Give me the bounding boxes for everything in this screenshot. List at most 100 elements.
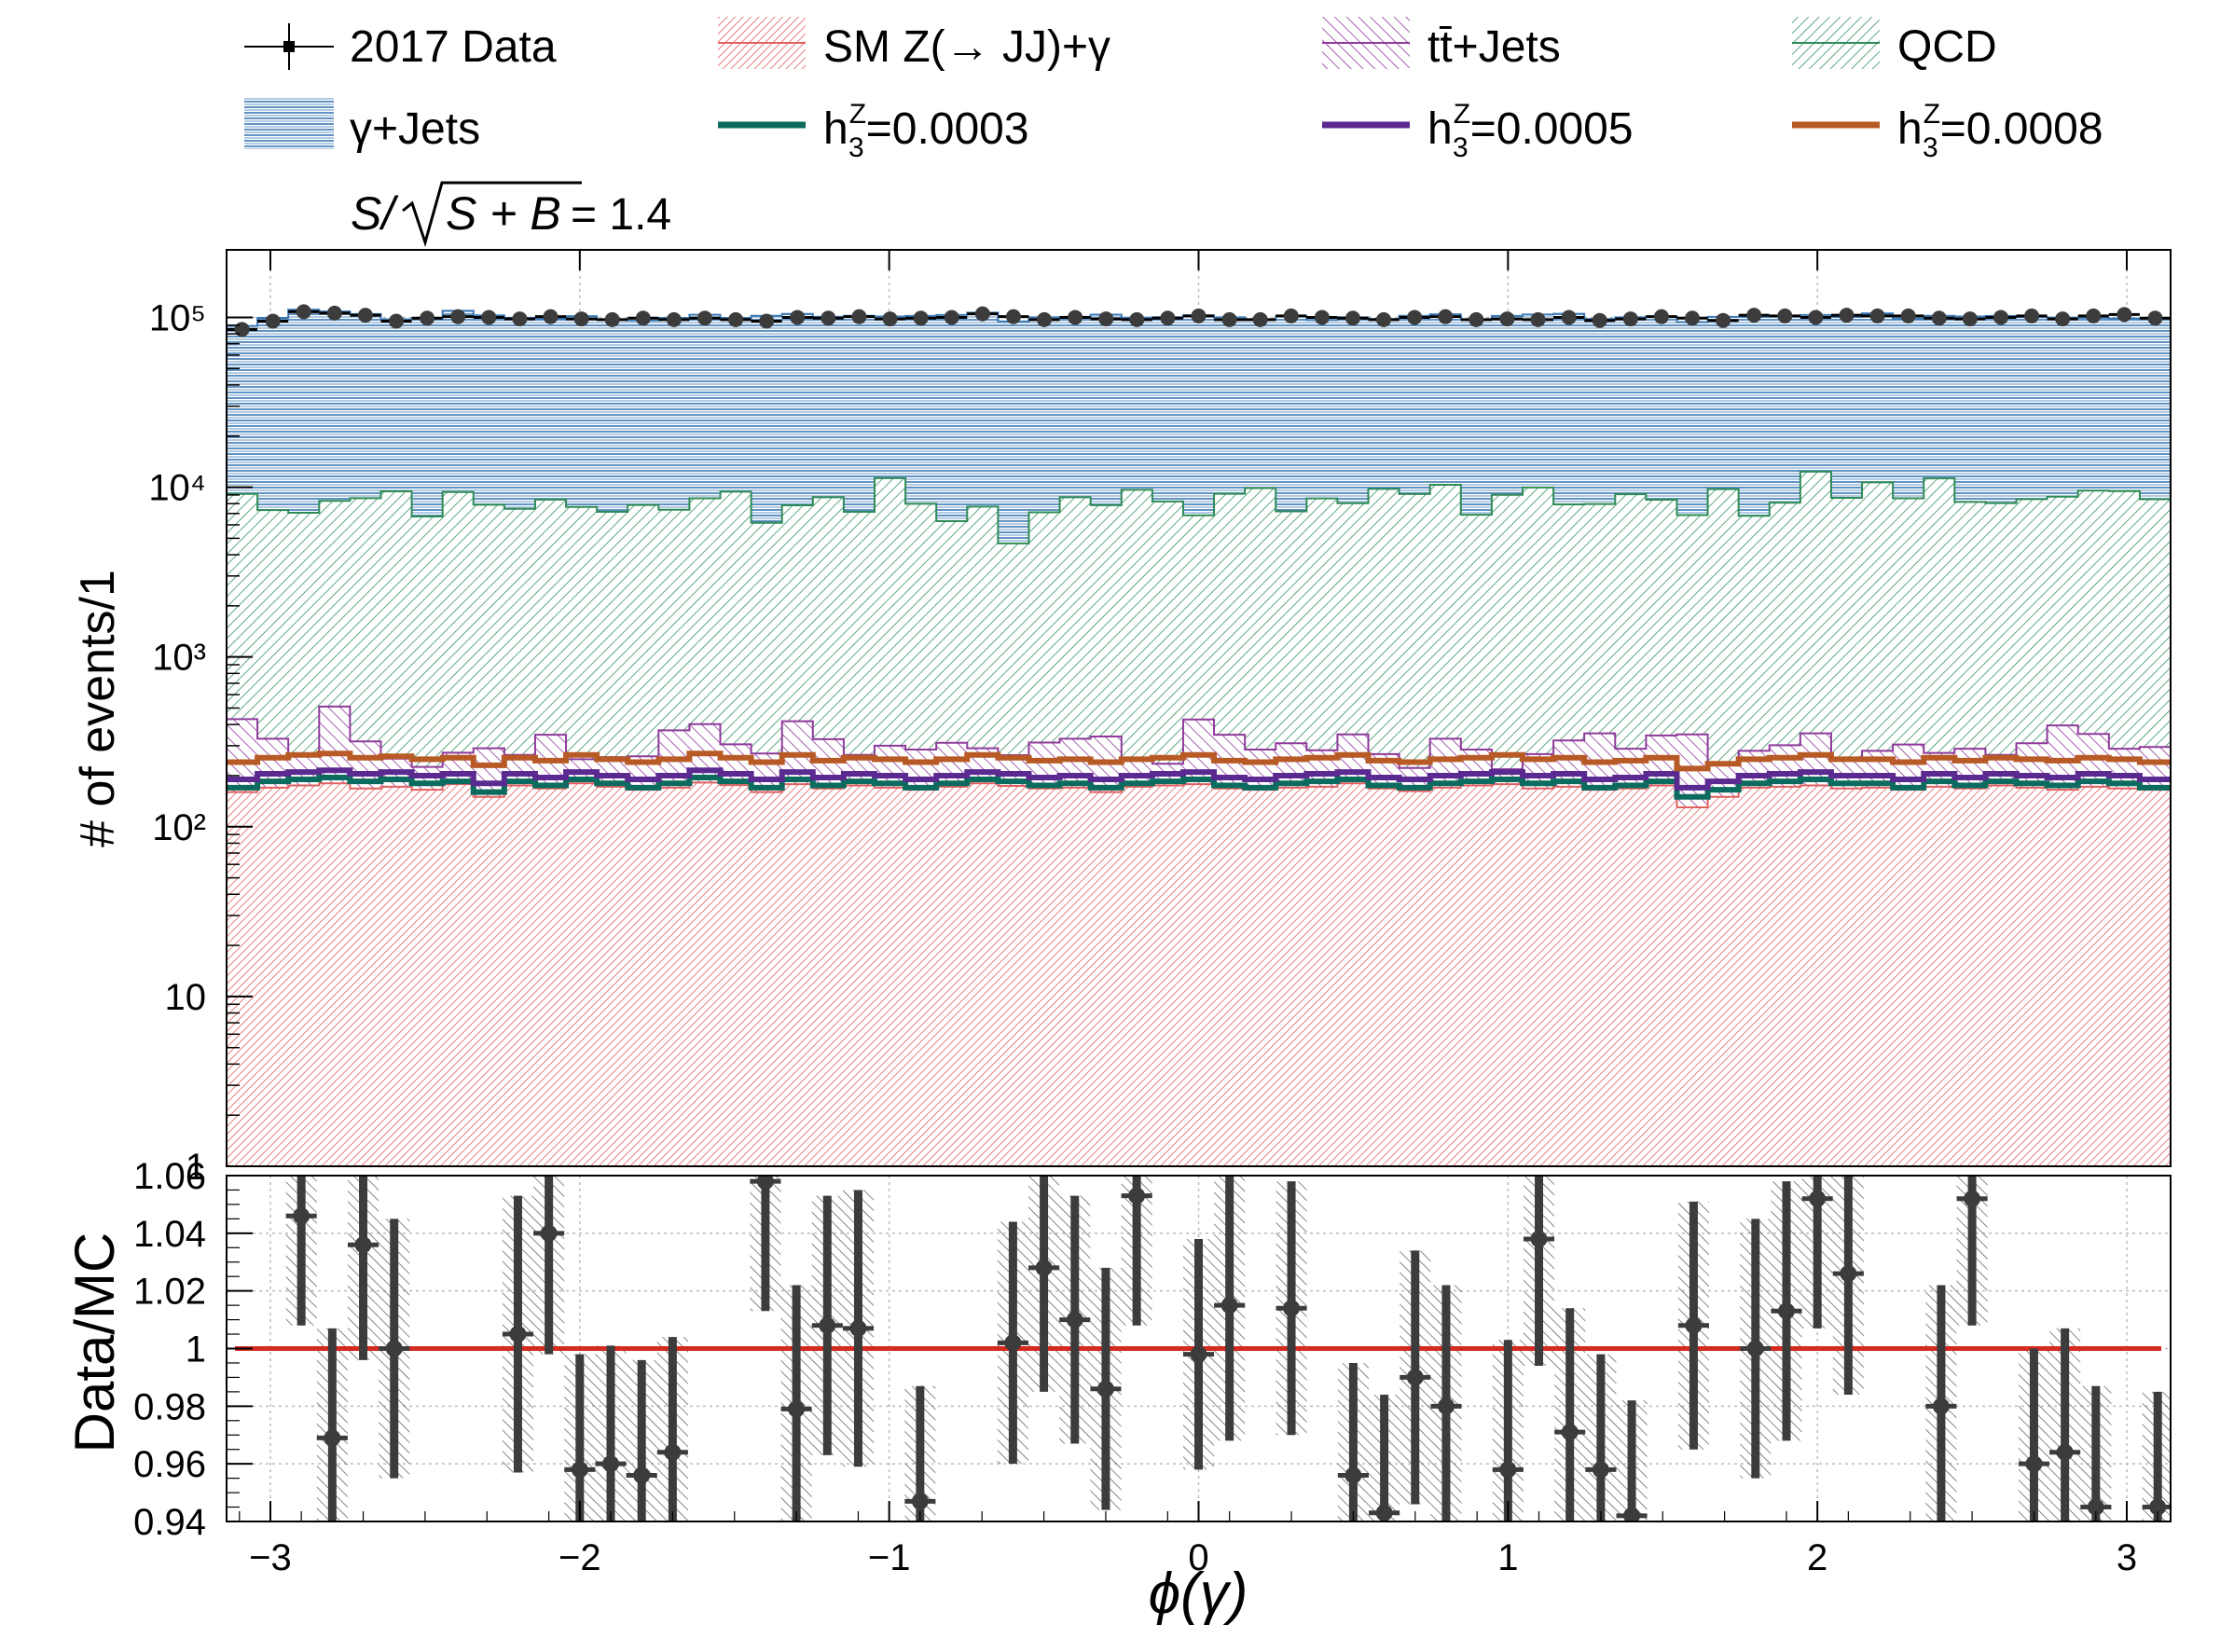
data-point — [1622, 311, 1638, 327]
ratio-point — [1809, 1190, 1827, 1207]
ratio-point — [385, 1340, 403, 1357]
data-point — [1839, 308, 1855, 324]
data-point — [1685, 310, 1701, 326]
data-point — [1777, 308, 1793, 324]
significance-value: = 1.4 — [571, 190, 671, 240]
legend-label-qcd: QCD — [1897, 22, 1997, 72]
legend-item-h3-0005: hZ 3=0.0005 — [1322, 99, 1634, 163]
ratio-y-tick-label: 1.02 — [133, 1272, 206, 1313]
data-point — [1160, 310, 1176, 326]
ratio-y-tick-label: 1 — [186, 1329, 206, 1370]
ratio-y-tick-label: 0.96 — [133, 1444, 206, 1485]
y-tick-label: 10 — [165, 977, 207, 1018]
ratio-point — [1437, 1397, 1455, 1415]
data-point — [2147, 310, 2163, 326]
ratio-y-ticks: 0.94 0.96 0.98 1 1.02 1.04 1.06 — [133, 1156, 253, 1543]
data-point — [512, 311, 528, 327]
ratio-point — [756, 1176, 774, 1191]
ratio-y-axis-label: Data/MC — [63, 1232, 126, 1453]
legend-item-h3-0003: hZ 3=0.0003 — [718, 99, 1029, 163]
ratio-plot-area: 0.94 0.96 0.98 1 1.02 1.04 1.06 −3 −2 −1 0 1 2 3 Dat… — [63, 250, 2172, 1626]
svg-text:hZ3=0.0008: hZ 3=0.0008 — [1897, 99, 2103, 163]
line-h3_0008 — [227, 750, 2171, 772]
data-point — [1869, 308, 1885, 324]
data-point — [1252, 311, 1268, 327]
data-point — [974, 306, 990, 322]
ratio-point — [911, 1493, 929, 1510]
ratio-point — [1932, 1397, 1950, 1415]
h3-symbol: h — [823, 104, 848, 154]
data-point — [1469, 311, 1484, 327]
h3-sub: 3 — [1923, 132, 1938, 163]
data-point — [666, 311, 682, 327]
ratio-point — [509, 1326, 527, 1343]
ratio-point — [1096, 1380, 1114, 1397]
ratio-point — [354, 1236, 372, 1254]
ratio-point — [1066, 1311, 1083, 1328]
data-point — [1716, 312, 1731, 328]
significance-s-over: S/ — [351, 187, 399, 240]
h3-sub: 3 — [848, 132, 864, 163]
ratio-y-tick-label: 1.04 — [133, 1214, 206, 1255]
legend: 2017 Data SM Z(→ JJ)+γ tt̄+Jets QCD γ+Je… — [244, 17, 2103, 163]
y-tick-label: 1 — [186, 1147, 206, 1188]
h3-symbol: h — [1427, 104, 1453, 154]
ratio-point — [1190, 1345, 1207, 1363]
data-point — [1962, 311, 1978, 327]
ratio-point — [2025, 1455, 2043, 1473]
data-point — [696, 310, 712, 326]
data-point — [728, 311, 744, 327]
data-point — [882, 311, 898, 327]
ratio-point — [1592, 1461, 1609, 1479]
x-tick-label: 2 — [1807, 1537, 1827, 1578]
line-h3_0003 — [227, 774, 2171, 800]
data-point — [326, 305, 342, 321]
ratio-point — [788, 1400, 806, 1418]
data-point — [450, 309, 466, 324]
ratio-point — [1777, 1302, 1795, 1320]
x-tick-label: 1 — [1497, 1537, 1518, 1578]
legend-item-sm-zjj: SM Z(→ JJ)+γ — [718, 17, 1110, 72]
data-point — [420, 310, 435, 326]
ratio-point — [602, 1455, 620, 1473]
legend-label-h3-0005: =0.0005 — [1470, 104, 1634, 154]
x-tick-label: 3 — [2117, 1537, 2137, 1578]
x-ticks: −3 −2 −1 0 1 2 3 — [239, 250, 2158, 1578]
data-point — [543, 309, 558, 324]
x-tick-label: −3 — [249, 1537, 292, 1578]
ratio-point — [1375, 1504, 1393, 1521]
significance-denominator: S + B — [446, 187, 561, 240]
stack-sm_zjj — [227, 781, 2171, 1166]
main-plot-area: 1 10 10² 10³ 10⁴ 10⁵ # of events/1 — [71, 249, 2172, 1188]
data-point — [573, 311, 589, 327]
ratio-point — [540, 1224, 558, 1242]
ratio-point — [1561, 1424, 1579, 1441]
ratio-point — [1406, 1369, 1424, 1386]
ratio-y-tick-label: 0.98 — [133, 1386, 206, 1427]
data-point — [1530, 311, 1546, 327]
ratio-point — [1685, 1316, 1703, 1334]
ratio-y-tick-label: 1.06 — [133, 1156, 206, 1197]
ratio-point — [2087, 1498, 2104, 1516]
data-point — [234, 322, 250, 337]
data-point — [821, 310, 836, 326]
data-point — [296, 304, 311, 320]
data-point — [2086, 308, 2102, 324]
legend-item-data: 2017 Data — [244, 22, 557, 72]
ratio-point — [1128, 1187, 1146, 1205]
ratio-points — [285, 1176, 2171, 1521]
data-point — [1345, 310, 1360, 326]
ratio-y-tick-label: 0.94 — [133, 1502, 206, 1543]
data-point — [1592, 312, 1607, 328]
ratio-point — [571, 1461, 588, 1479]
legend-label-data: 2017 Data — [350, 22, 557, 72]
data-point — [790, 310, 806, 325]
data-point — [1993, 310, 2008, 325]
ratio-point — [1499, 1461, 1517, 1479]
ratio-point — [849, 1319, 867, 1337]
h3-sup: Z — [1924, 99, 1940, 130]
data-point — [1808, 310, 1824, 325]
data-point — [1314, 310, 1330, 325]
data-point — [913, 310, 929, 326]
data-point — [1191, 308, 1207, 324]
